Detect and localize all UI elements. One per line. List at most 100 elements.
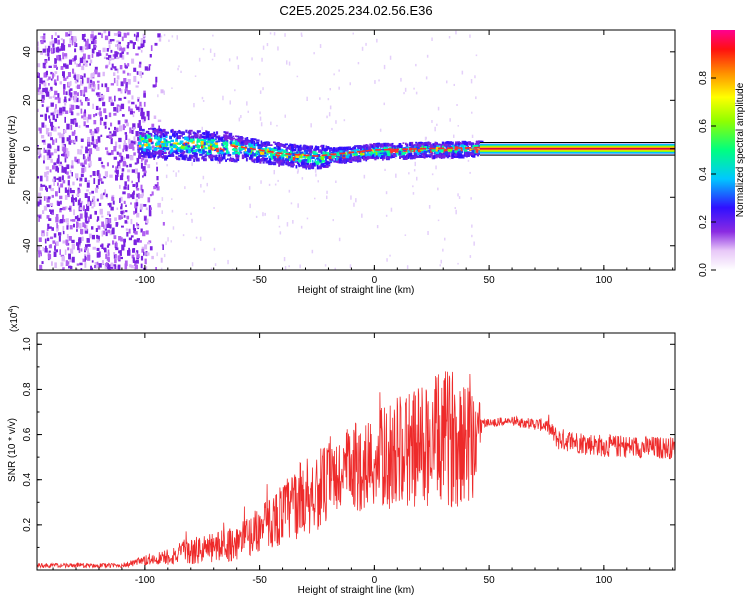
signal-cell [345,155,350,159]
noise-speckle [142,156,145,161]
signal-cell [358,158,362,163]
noise-speckle [100,194,103,200]
noise-speckle [91,190,94,194]
noise-speckle [42,210,45,214]
faint-speckle [231,268,234,270]
signal-cell [250,154,253,159]
noise-speckle [115,265,118,270]
signal-cell [198,151,203,154]
signal-cell [309,156,313,160]
signal-cell [304,144,307,147]
signal-cell [296,151,299,154]
noise-speckle [52,111,56,115]
signal-cell [309,154,312,156]
signal-cell [280,155,285,159]
noise-speckle [132,114,135,118]
noise-speckle [57,182,59,186]
noise-speckle [50,102,54,107]
signal-cell [299,144,302,148]
noise-speckle [98,202,102,206]
noise-speckle [60,46,64,51]
signal-cell [259,160,262,164]
noise-speckle [50,244,52,249]
noise-speckle [57,185,60,188]
noise-speckle [141,193,144,197]
faint-speckle [213,153,215,157]
noise-speckle [111,57,115,61]
noise-speckle [135,104,137,109]
faint-speckle [335,120,337,124]
faint-speckle [324,264,327,267]
faint-speckle [161,197,164,201]
noise-speckle [54,58,57,63]
signal-cell [223,134,227,137]
y-tick-label: -40 [22,238,33,253]
signal-cell [475,144,479,148]
noise-speckle [97,112,101,115]
signal-cell [141,133,144,137]
noise-speckle [143,251,145,256]
signal-cell [253,138,257,141]
signal-cell [188,148,191,153]
signal-cell [383,142,386,147]
x-tick-label: 50 [484,275,496,286]
signal-cell [141,147,144,150]
faint-speckle [383,64,386,70]
signal-cell [197,148,201,153]
noise-speckle [73,223,75,228]
noise-speckle [136,32,139,38]
signal-cell [177,135,181,139]
noise-speckle [81,167,85,174]
signal-cell [334,148,337,152]
noise-speckle [84,44,89,50]
noise-speckle [51,261,53,266]
noise-speckle [124,181,127,187]
signal-cell [210,147,214,151]
noise-speckle [148,210,152,217]
noise-speckle [142,118,146,123]
signal-cell [369,143,373,148]
noise-speckle [111,150,114,155]
faint-speckle [175,172,177,177]
signal-cell [179,149,183,153]
noise-speckle [95,113,98,116]
signal-cell [165,140,169,143]
faint-speckle [457,262,459,265]
signal-cell [181,157,185,160]
noise-speckle [60,183,64,188]
noise-speckle [78,248,81,253]
signal-cell [223,137,228,141]
signal-cell [276,144,278,147]
signal-cell [438,143,442,146]
noise-speckle [113,252,116,255]
noise-speckle [89,83,92,88]
signal-cell [325,161,328,163]
signal-cell [235,153,238,157]
x-tick-label: -50 [252,275,267,286]
signal-cell [442,145,444,149]
noise-speckle [93,178,96,184]
faint-speckle [471,224,473,228]
noise-speckle [61,137,65,143]
signal-cell [261,155,266,157]
signal-cell [225,131,229,133]
noise-speckle [96,247,100,251]
noise-speckle [56,55,60,61]
signal-cell [299,165,303,167]
noise-speckle [76,97,79,103]
noise-speckle [41,140,46,143]
signal-cell [144,138,147,141]
noise-speckle [51,72,54,79]
noise-speckle [123,186,127,190]
snr-scale-prefix: (x10 [9,312,20,332]
noise-speckle [99,53,102,56]
noise-speckle [45,245,47,249]
noise-speckle [144,160,147,166]
signal-cell [457,142,460,146]
signal-cell [180,145,185,149]
signal-cell [261,158,264,161]
signal-cell [325,165,329,168]
signal-cell [274,148,277,152]
signal-cell [233,159,238,163]
noise-speckle [153,115,157,119]
